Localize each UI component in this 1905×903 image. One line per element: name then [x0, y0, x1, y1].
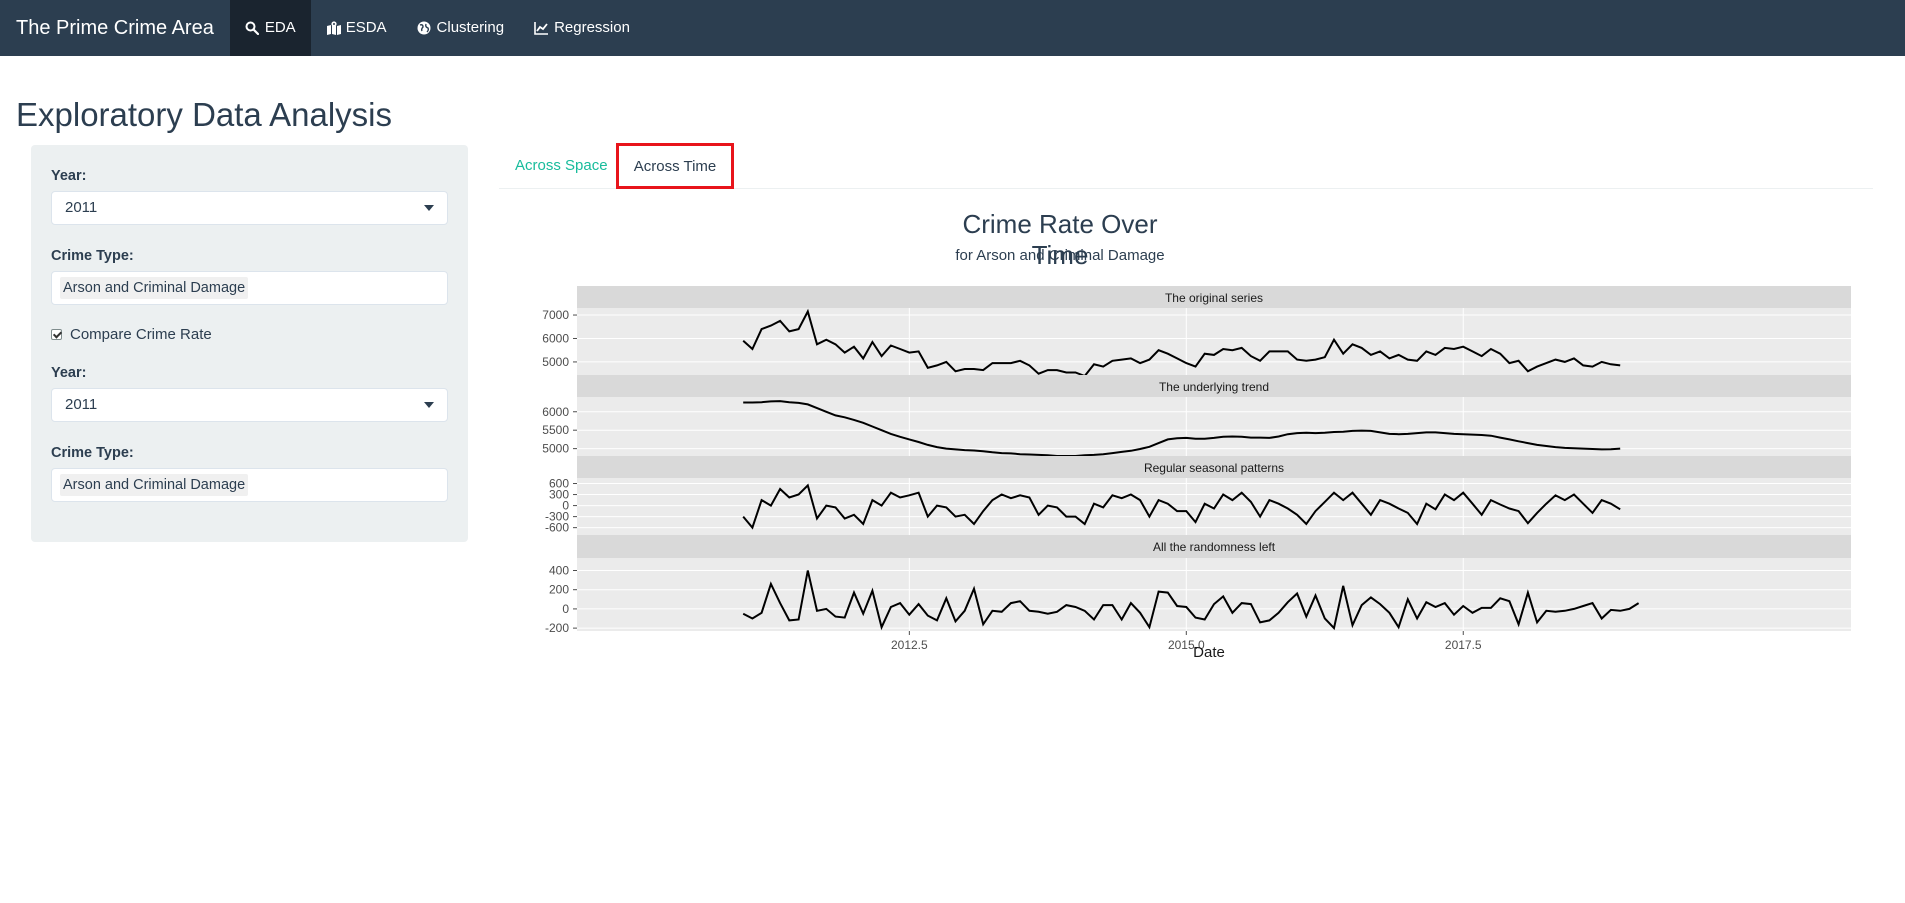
crime-type-chip: Arson and Criminal Damage [60, 277, 249, 299]
map-marked-icon [326, 21, 341, 35]
facet-strip [577, 535, 1851, 558]
nav-item-esda[interactable]: ESDA [311, 0, 402, 56]
facet-strip-label: All the randomness left [1153, 540, 1276, 554]
year-select-value: 2011 [65, 199, 98, 216]
panel-background [577, 308, 1851, 376]
series-line [743, 400, 1621, 457]
facet-strip-label: The underlying trend [1159, 380, 1269, 394]
search-icon [245, 21, 259, 35]
y-tick-label: -600 [545, 521, 569, 535]
compare-crime-rate-row: Compare Crime Rate [51, 326, 212, 343]
y-tick-label: 200 [549, 583, 569, 597]
y-tick-label: 400 [549, 563, 569, 577]
series-line [742, 570, 1640, 631]
y-tick-label: 6000 [542, 331, 569, 345]
top-navbar: The Prime Crime Area EDA ESDA Clustering… [0, 0, 1905, 56]
y-tick-label: 300 [549, 488, 569, 502]
chart-title: Crime Rate Over Time [962, 209, 1158, 270]
series-line [742, 483, 1621, 530]
chart-subtitle: for Arson and Criminal Damage [955, 247, 1165, 264]
y-tick-label: 0 [562, 499, 569, 513]
year-select[interactable]: 2011 [51, 191, 448, 225]
app-brand[interactable]: The Prime Crime Area [16, 17, 214, 39]
tab-across-time[interactable]: Across Time [616, 143, 734, 189]
compare-crime-rate-label: Compare Crime Rate [70, 326, 212, 343]
caret-down-icon [424, 205, 434, 211]
compare-crime-type-chip: Arson and Criminal Damage [60, 474, 249, 496]
y-tick-label: -300 [545, 510, 569, 524]
line-chart-icon [534, 21, 549, 35]
crime-type-select[interactable]: Arson and Criminal Damage [51, 271, 448, 305]
compare-year-select[interactable]: 2011 [51, 388, 448, 422]
nav-item-eda[interactable]: EDA [229, 0, 311, 56]
y-tick-label: 5500 [542, 423, 569, 437]
globe-icon [417, 21, 431, 35]
x-axis-label: Date [1193, 644, 1225, 661]
nav-item-label: Clustering [436, 19, 505, 36]
sidebar-panel: Year: 2011 Crime Type: Arson and Crimina… [31, 145, 468, 542]
compare-crime-type-label: Crime Type: [51, 445, 134, 461]
y-tick-label: 7000 [542, 308, 569, 322]
caret-down-icon [424, 402, 434, 408]
x-tick-label: 2015.0 [1168, 638, 1205, 652]
year-label: Year: [51, 168, 87, 184]
compare-crime-rate-checkbox[interactable] [51, 329, 62, 340]
nav-item-label: ESDA [345, 19, 387, 36]
nav-item-label: Regression [554, 19, 630, 36]
panel-background [577, 397, 1851, 456]
facet-strip [577, 286, 1851, 308]
y-tick-label: 5000 [542, 442, 569, 456]
facet-strip-label: Regular seasonal patterns [1144, 461, 1284, 475]
facet-strip-label: The original series [1165, 291, 1263, 305]
y-tick-label: 600 [549, 477, 569, 491]
panel-background [577, 478, 1851, 535]
y-tick-label: 5000 [542, 355, 569, 369]
compare-crime-type-select[interactable]: Arson and Criminal Damage [51, 468, 448, 502]
nav-item-regression[interactable]: Regression [519, 0, 645, 56]
x-tick-label: 2017.5 [1445, 638, 1482, 652]
facet-strip [577, 456, 1851, 478]
tab-across-space[interactable]: Across Space [515, 157, 608, 174]
nav-item-label: EDA [264, 19, 296, 36]
y-tick-label: 0 [562, 602, 569, 616]
crime-type-label: Crime Type: [51, 248, 134, 264]
series-line [742, 308, 1621, 378]
page-title: Exploratory Data Analysis [16, 96, 393, 133]
y-tick-label: -200 [545, 621, 569, 635]
x-tick-label: 2012.5 [891, 638, 928, 652]
y-tick-label: 6000 [542, 405, 569, 419]
facet-strip [577, 375, 1851, 397]
nav-item-clustering[interactable]: Clustering [402, 0, 520, 56]
compare-year-label: Year: [51, 365, 87, 381]
compare-year-select-value: 2011 [65, 396, 98, 413]
tab-bar: Across Space Across Time [499, 143, 1873, 189]
